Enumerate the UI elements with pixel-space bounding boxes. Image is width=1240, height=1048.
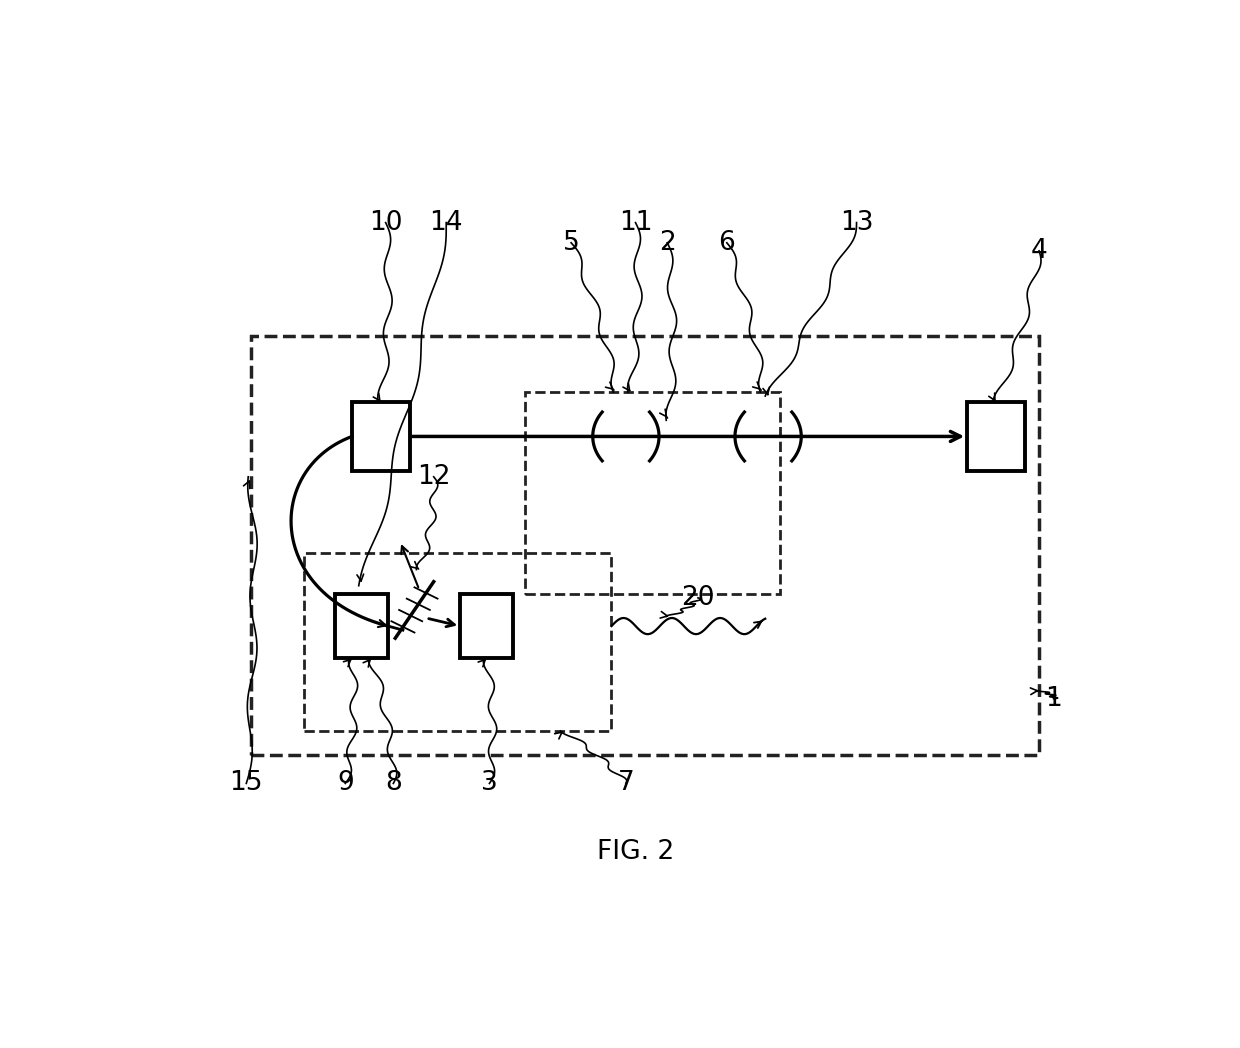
Text: 13: 13	[839, 210, 873, 236]
Text: 1: 1	[1045, 685, 1061, 712]
Text: 15: 15	[229, 770, 263, 796]
Text: 11: 11	[619, 210, 652, 236]
Bar	[967, 402, 1024, 471]
Text: 12: 12	[417, 464, 450, 489]
Text: 6: 6	[718, 230, 735, 256]
Text: 9: 9	[337, 770, 353, 796]
Bar	[335, 594, 388, 658]
Bar	[304, 553, 611, 732]
Text: 14: 14	[429, 210, 463, 236]
Text: 4: 4	[1030, 238, 1048, 264]
Text: 10: 10	[368, 210, 403, 236]
Text: 2: 2	[658, 230, 676, 256]
Text: 8: 8	[384, 770, 402, 796]
Bar	[352, 402, 409, 471]
Text: 3: 3	[481, 770, 497, 796]
Bar	[250, 335, 1039, 756]
Text: FIG. 2: FIG. 2	[596, 839, 675, 865]
Text: 7: 7	[618, 770, 635, 796]
Text: 5: 5	[563, 230, 579, 256]
Bar	[525, 392, 780, 594]
Bar	[460, 594, 513, 658]
Text: 20: 20	[681, 585, 714, 611]
